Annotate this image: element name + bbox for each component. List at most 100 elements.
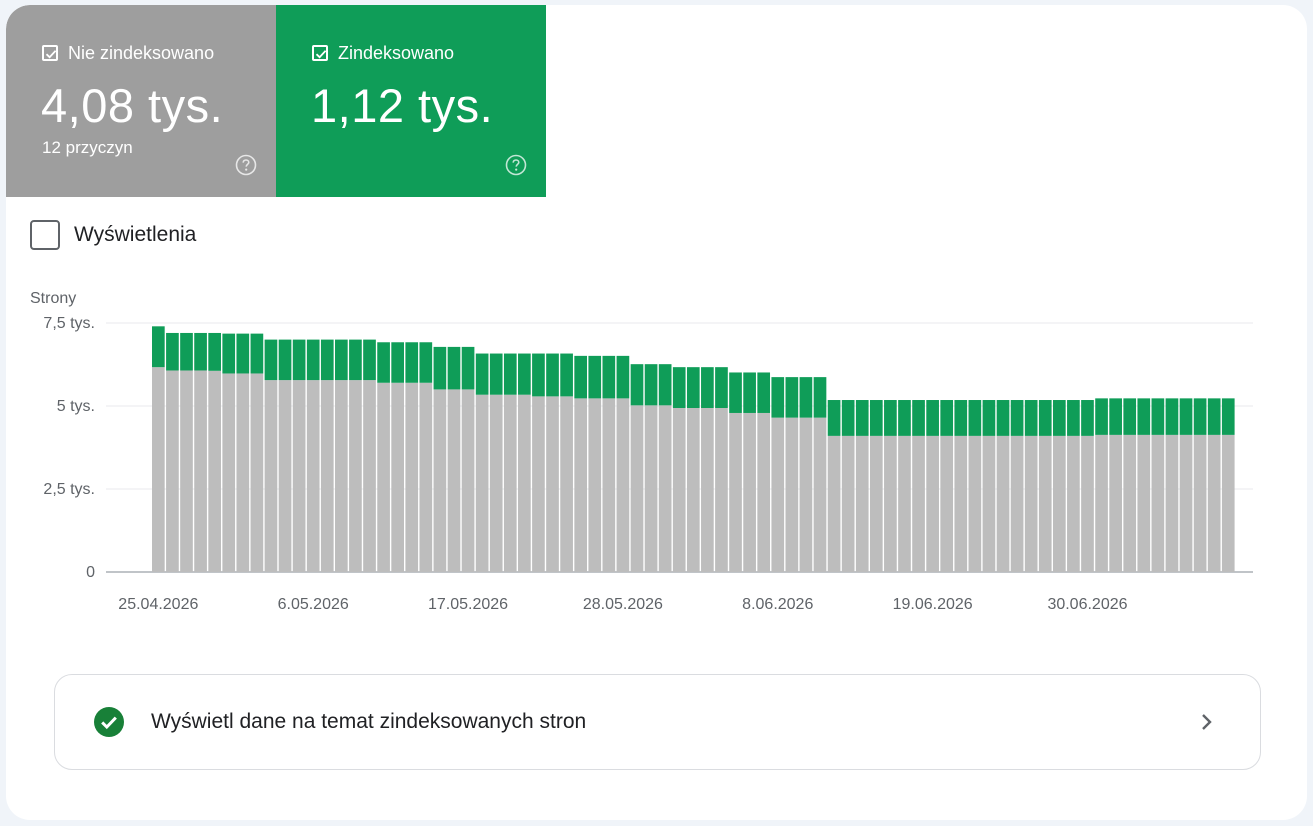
bar-not-indexed[interactable] — [518, 394, 531, 572]
bar-indexed[interactable] — [391, 342, 404, 383]
bar-indexed[interactable] — [701, 367, 714, 408]
bar-indexed[interactable] — [1207, 398, 1221, 435]
bar-indexed[interactable] — [560, 353, 573, 397]
bar-indexed[interactable] — [799, 377, 813, 418]
bar-not-indexed[interactable] — [912, 435, 925, 572]
bar-indexed[interactable] — [222, 333, 236, 374]
bar-indexed[interactable] — [1024, 400, 1038, 436]
bar-indexed[interactable] — [1221, 398, 1235, 435]
bar-indexed[interactable] — [1109, 398, 1122, 435]
bar-not-indexed[interactable] — [686, 407, 700, 572]
bar-indexed[interactable] — [771, 377, 785, 418]
bar-indexed[interactable] — [912, 400, 925, 436]
bar-indexed[interactable] — [813, 377, 827, 418]
bar-indexed[interactable] — [1010, 400, 1024, 436]
bar-not-indexed[interactable] — [884, 435, 897, 572]
bar-indexed[interactable] — [405, 342, 419, 383]
bar-indexed[interactable] — [166, 332, 179, 371]
bar-not-indexed[interactable] — [222, 373, 236, 572]
bar-indexed[interactable] — [855, 400, 869, 436]
bar-indexed[interactable] — [1038, 400, 1052, 436]
bar-indexed[interactable] — [757, 372, 771, 413]
bar-not-indexed[interactable] — [715, 407, 728, 572]
bar-not-indexed[interactable] — [602, 398, 616, 572]
bar-indexed[interactable] — [447, 346, 461, 390]
indexed-pages-link[interactable]: Wyświetl dane na temat zindeksowanych st… — [54, 674, 1261, 770]
bar-indexed[interactable] — [349, 339, 362, 381]
bar-not-indexed[interactable] — [954, 435, 968, 572]
bar-not-indexed[interactable] — [532, 396, 545, 572]
bar-not-indexed[interactable] — [743, 412, 756, 572]
bar-indexed[interactable] — [292, 339, 306, 381]
bar-indexed[interactable] — [1151, 398, 1165, 435]
bar-indexed[interactable] — [841, 400, 855, 436]
bar-indexed[interactable] — [743, 372, 756, 413]
bar-indexed[interactable] — [503, 353, 517, 395]
bar-not-indexed[interactable] — [264, 380, 278, 572]
checkbox-checked-icon[interactable] — [42, 45, 58, 61]
bar-not-indexed[interactable] — [827, 435, 841, 572]
bar-indexed[interactable] — [489, 353, 503, 395]
bar-indexed[interactable] — [602, 355, 616, 399]
bar-not-indexed[interactable] — [1038, 435, 1052, 572]
bar-not-indexed[interactable] — [982, 435, 996, 572]
bar-not-indexed[interactable] — [292, 380, 306, 572]
bar-not-indexed[interactable] — [940, 435, 954, 572]
bar-not-indexed[interactable] — [560, 396, 573, 572]
bar-not-indexed[interactable] — [166, 370, 179, 572]
bar-indexed[interactable] — [658, 364, 672, 406]
not-indexed-tile[interactable]: Nie zindeksowano 4,08 tys. 12 przyczyn — [6, 5, 276, 197]
bar-indexed[interactable] — [785, 377, 799, 418]
bar-not-indexed[interactable] — [1207, 434, 1221, 572]
bar-not-indexed[interactable] — [503, 394, 517, 572]
checkbox-checked-icon[interactable] — [312, 45, 328, 61]
bar-not-indexed[interactable] — [1067, 435, 1080, 572]
bar-indexed[interactable] — [419, 342, 433, 383]
bar-indexed[interactable] — [180, 332, 193, 371]
bar-not-indexed[interactable] — [771, 417, 785, 572]
bar-not-indexed[interactable] — [1151, 434, 1165, 572]
bar-indexed[interactable] — [996, 400, 1010, 436]
bar-not-indexed[interactable] — [1024, 435, 1038, 572]
bar-not-indexed[interactable] — [320, 380, 334, 572]
bar-not-indexed[interactable] — [461, 389, 475, 572]
bar-indexed[interactable] — [968, 400, 982, 436]
bar-not-indexed[interactable] — [335, 380, 348, 572]
bar-not-indexed[interactable] — [433, 389, 447, 572]
bar-indexed[interactable] — [574, 355, 588, 399]
bar-indexed[interactable] — [630, 364, 644, 406]
bar-indexed[interactable] — [1123, 398, 1137, 435]
bar-not-indexed[interactable] — [363, 380, 376, 572]
bar-not-indexed[interactable] — [926, 435, 939, 572]
bar-indexed[interactable] — [236, 333, 250, 374]
bar-not-indexed[interactable] — [630, 405, 644, 572]
bar-indexed[interactable] — [1137, 398, 1151, 435]
bar-indexed[interactable] — [898, 400, 911, 436]
bar-indexed[interactable] — [194, 332, 207, 371]
bar-not-indexed[interactable] — [1081, 435, 1094, 572]
bar-not-indexed[interactable] — [785, 417, 799, 572]
bar-not-indexed[interactable] — [349, 380, 362, 572]
bar-indexed[interactable] — [433, 346, 447, 390]
bar-not-indexed[interactable] — [447, 389, 461, 572]
bar-not-indexed[interactable] — [869, 435, 883, 572]
bar-not-indexed[interactable] — [701, 407, 714, 572]
bar-indexed[interactable] — [672, 367, 686, 408]
bar-indexed[interactable] — [686, 367, 700, 408]
bar-indexed[interactable] — [715, 367, 728, 408]
bar-not-indexed[interactable] — [1193, 434, 1207, 572]
bar-indexed[interactable] — [884, 400, 897, 436]
bar-not-indexed[interactable] — [1109, 434, 1122, 572]
bar-indexed[interactable] — [1193, 398, 1207, 435]
bar-indexed[interactable] — [363, 339, 376, 381]
bar-not-indexed[interactable] — [1095, 434, 1108, 572]
bar-indexed[interactable] — [461, 346, 475, 390]
bar-not-indexed[interactable] — [180, 370, 193, 572]
bar-not-indexed[interactable] — [757, 412, 771, 572]
bar-not-indexed[interactable] — [236, 373, 250, 572]
bar-indexed[interactable] — [1067, 400, 1080, 436]
bar-indexed[interactable] — [588, 355, 602, 399]
bar-indexed[interactable] — [335, 339, 348, 381]
bar-indexed[interactable] — [546, 353, 559, 397]
bar-indexed[interactable] — [827, 400, 841, 436]
